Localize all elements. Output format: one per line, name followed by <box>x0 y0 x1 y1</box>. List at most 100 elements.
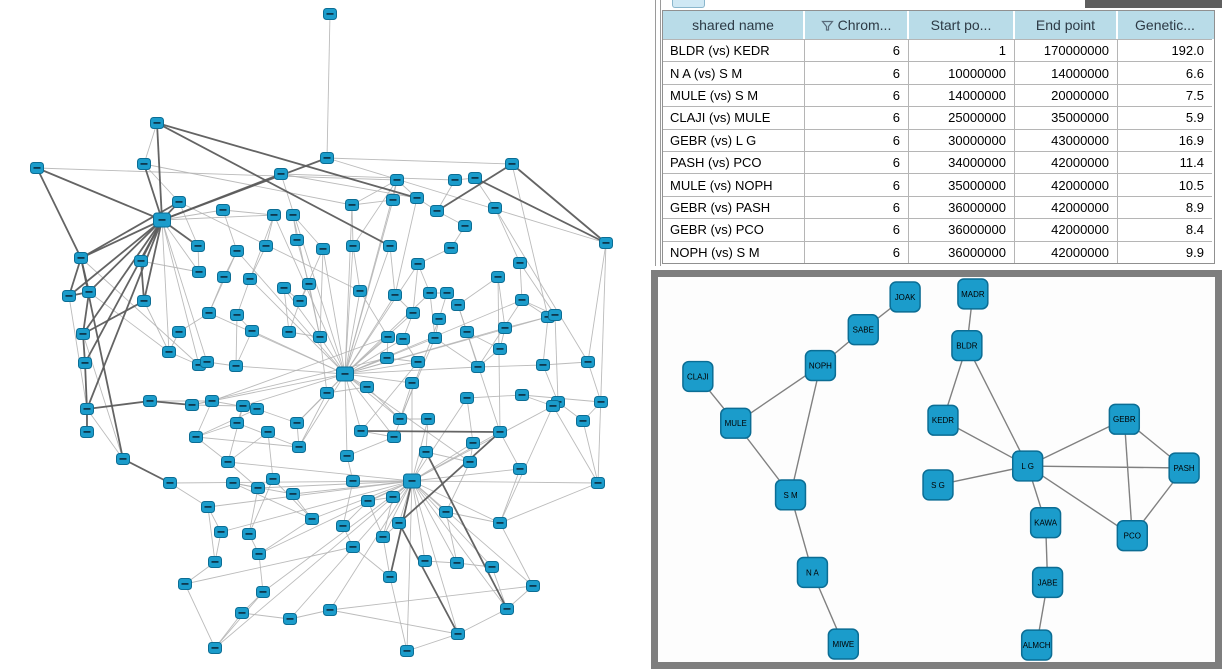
network-node-kedr[interactable]: KEDR <box>927 404 959 436</box>
cell-value[interactable]: 6 <box>805 128 909 151</box>
overview-node[interactable] <box>419 446 433 458</box>
overview-node[interactable] <box>245 325 259 337</box>
network-node-gebr[interactable]: GEBR <box>1108 403 1141 435</box>
table-scrollbar-track[interactable] <box>1085 0 1222 8</box>
overview-node[interactable] <box>388 289 402 301</box>
cell-value[interactable]: 6 <box>805 106 909 129</box>
cell-value[interactable]: 14000000 <box>1015 61 1118 84</box>
overview-node[interactable] <box>536 359 550 371</box>
cell-shared-name[interactable]: MULE (vs) NOPH <box>663 173 805 196</box>
overview-node[interactable] <box>205 395 219 407</box>
overview-node[interactable] <box>78 357 92 369</box>
cell-value[interactable]: 11.4 <box>1118 150 1212 173</box>
overview-node[interactable] <box>498 322 512 334</box>
overview-node[interactable] <box>274 168 288 180</box>
overview-node[interactable] <box>191 240 205 252</box>
overview-node[interactable] <box>380 352 394 364</box>
cell-value[interactable]: 43000000 <box>1015 128 1118 151</box>
cell-value[interactable]: 34000000 <box>909 150 1015 174</box>
overview-node[interactable] <box>387 431 401 443</box>
overview-node[interactable] <box>293 295 307 307</box>
overview-node[interactable] <box>261 426 275 438</box>
table-row[interactable]: CLAJI (vs) MULE 6 25000000 35000000 5.9 <box>663 106 1214 129</box>
overview-node[interactable] <box>451 628 465 640</box>
table-row[interactable]: MULE (vs) S M 6 14000000 20000000 7.5 <box>663 83 1214 107</box>
overview-node[interactable] <box>548 309 562 321</box>
network-overview-canvas[interactable] <box>0 0 655 669</box>
network-node-na[interactable]: N A <box>796 556 829 589</box>
cell-value[interactable]: 36000000 <box>909 240 1015 263</box>
cell-value[interactable]: 192.0 <box>1118 39 1212 61</box>
overview-node[interactable] <box>251 482 265 494</box>
network-node-sm[interactable]: S M <box>774 479 807 511</box>
overview-node[interactable] <box>266 473 280 485</box>
overview-node[interactable] <box>513 463 527 475</box>
overview-node[interactable] <box>493 426 507 438</box>
overview-node[interactable] <box>444 242 458 254</box>
overview-node[interactable] <box>340 450 354 462</box>
network-node-joak[interactable]: JOAK <box>889 281 921 313</box>
table-row[interactable]: GEBR (vs) PCO 6 36000000 42000000 8.4 <box>663 218 1214 241</box>
panel-splitter[interactable] <box>655 0 661 266</box>
table-row[interactable]: MULE (vs) NOPH 6 35000000 42000000 10.5 <box>663 173 1214 196</box>
cell-value[interactable]: 35000000 <box>909 173 1015 196</box>
overview-node[interactable] <box>172 326 186 338</box>
overview-node[interactable] <box>403 473 421 489</box>
table-row[interactable]: PASH (vs) PCO 6 34000000 42000000 11.4 <box>663 150 1214 174</box>
overview-node[interactable] <box>250 403 264 415</box>
overview-node[interactable] <box>76 328 90 340</box>
overview-node[interactable] <box>230 309 244 321</box>
overview-node[interactable] <box>386 491 400 503</box>
cell-shared-name[interactable]: PASH (vs) PCO <box>663 150 805 174</box>
cell-value[interactable]: 7.5 <box>1118 83 1212 106</box>
overview-node[interactable] <box>423 287 437 299</box>
overview-node[interactable] <box>178 578 192 590</box>
cell-value[interactable]: 20000000 <box>1015 83 1118 107</box>
network-node-mule[interactable]: MULE <box>720 407 752 439</box>
overview-node[interactable] <box>418 555 432 567</box>
overview-node[interactable] <box>80 403 94 415</box>
cell-value[interactable]: 170000000 <box>1015 39 1118 62</box>
overview-node[interactable] <box>411 258 425 270</box>
overview-node[interactable] <box>162 346 176 358</box>
overview-node[interactable] <box>410 192 424 204</box>
overview-node[interactable] <box>390 174 404 186</box>
overview-node[interactable] <box>346 240 360 252</box>
overview-node[interactable] <box>143 395 157 407</box>
cell-shared-name[interactable]: NOPH (vs) S M <box>663 240 805 263</box>
cell-value[interactable]: 16.9 <box>1118 128 1212 151</box>
table-row[interactable]: GEBR (vs) PASH 6 36000000 42000000 8.9 <box>663 195 1214 219</box>
overview-node[interactable] <box>134 255 148 267</box>
cell-value[interactable]: 6 <box>805 195 909 219</box>
overview-node[interactable] <box>500 603 514 615</box>
overview-node[interactable] <box>323 604 337 616</box>
cell-shared-name[interactable]: GEBR (vs) PCO <box>663 218 805 241</box>
overview-node[interactable] <box>172 196 186 208</box>
overview-node[interactable] <box>515 389 529 401</box>
overview-node[interactable] <box>217 271 231 283</box>
overview-node[interactable] <box>396 333 410 345</box>
overview-node[interactable] <box>400 645 414 657</box>
subnetwork-canvas[interactable]: JOAK SABE NOPH CLAJI MULE S M N A MIWE MADR BLDR K… <box>658 277 1215 662</box>
cell-value[interactable]: 6 <box>805 173 909 196</box>
cell-value[interactable]: 36000000 <box>909 195 1015 219</box>
cell-value[interactable]: 6 <box>805 218 909 241</box>
overview-node[interactable] <box>345 199 359 211</box>
overview-node[interactable] <box>383 571 397 583</box>
overview-node[interactable] <box>236 400 250 412</box>
overview-node[interactable] <box>488 202 502 214</box>
overview-node[interactable] <box>137 158 151 170</box>
overview-node[interactable] <box>381 331 395 343</box>
overview-node[interactable] <box>216 204 230 216</box>
overview-node[interactable] <box>30 162 44 174</box>
overview-node[interactable] <box>354 425 368 437</box>
overview-node[interactable] <box>277 282 291 294</box>
overview-node[interactable] <box>360 381 374 393</box>
overview-node[interactable] <box>406 307 420 319</box>
overview-node[interactable] <box>202 307 216 319</box>
cell-value[interactable]: 6 <box>805 39 909 62</box>
cell-value[interactable]: 42000000 <box>1015 150 1118 174</box>
overview-node[interactable] <box>428 332 442 344</box>
overview-node[interactable] <box>256 586 270 598</box>
table-panel-tab[interactable] <box>672 0 705 8</box>
